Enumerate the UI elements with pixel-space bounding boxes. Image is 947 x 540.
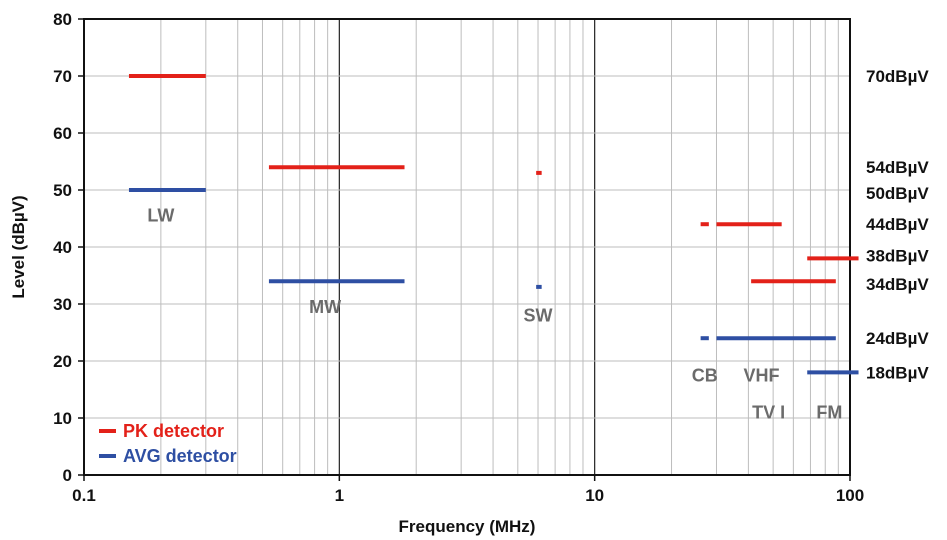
- level-label: 34dBµV: [866, 275, 929, 294]
- band-label: MW: [309, 297, 341, 317]
- band-label: LW: [147, 206, 174, 226]
- y-tick-label: 30: [53, 295, 72, 314]
- y-axis-ticks: 0 10 20 30 40 50 60 70 80: [53, 10, 84, 485]
- x-axis-title: Frequency (MHz): [399, 517, 536, 536]
- series-avg: [128, 188, 859, 375]
- level-label: 70dBµV: [866, 67, 929, 86]
- level-label: 44dBµV: [866, 215, 929, 234]
- band-label: TV I: [752, 402, 785, 422]
- legend: PK detector AVG detector: [99, 421, 237, 466]
- x-tick-label: 10: [585, 486, 604, 505]
- level-label: 24dBµV: [866, 329, 929, 348]
- level-label: 38dBµV: [866, 247, 929, 266]
- x-axis-ticks: 0.1 1 10 100: [72, 475, 864, 505]
- legend-label: PK detector: [123, 421, 224, 441]
- level-label: 54dBµV: [866, 158, 929, 177]
- legend-label: AVG detector: [123, 446, 237, 466]
- x-tick-label: 1: [335, 486, 344, 505]
- band-label: CB: [692, 365, 718, 385]
- y-tick-label: 10: [53, 409, 72, 428]
- series: [128, 74, 859, 375]
- y-tick-label: 0: [63, 466, 72, 485]
- x-tick-label: 0.1: [72, 486, 96, 505]
- band-label: FM: [816, 402, 842, 422]
- y-tick-label: 20: [53, 352, 72, 371]
- band-labels: LW MW SW CB VHF TV I FM: [147, 206, 842, 423]
- band-label: SW: [524, 305, 553, 325]
- y-tick-label: 40: [53, 238, 72, 257]
- y-tick-label: 60: [53, 124, 72, 143]
- y-tick-label: 70: [53, 67, 72, 86]
- right-labels: 70dBµV 54dBµV 50dBµV 44dBµV 38dBµV 34dBµV 24dB…: [866, 67, 929, 382]
- level-label: 18dBµV: [866, 363, 929, 382]
- band-label: VHF: [743, 365, 779, 385]
- level-label: 50dBµV: [866, 184, 929, 203]
- grid: [84, 19, 850, 475]
- y-axis-title: Level (dBµV): [9, 195, 28, 298]
- y-tick-label: 50: [53, 181, 72, 200]
- series-pk: [128, 74, 859, 284]
- y-tick-label: 80: [53, 10, 72, 29]
- x-tick-label: 100: [836, 486, 864, 505]
